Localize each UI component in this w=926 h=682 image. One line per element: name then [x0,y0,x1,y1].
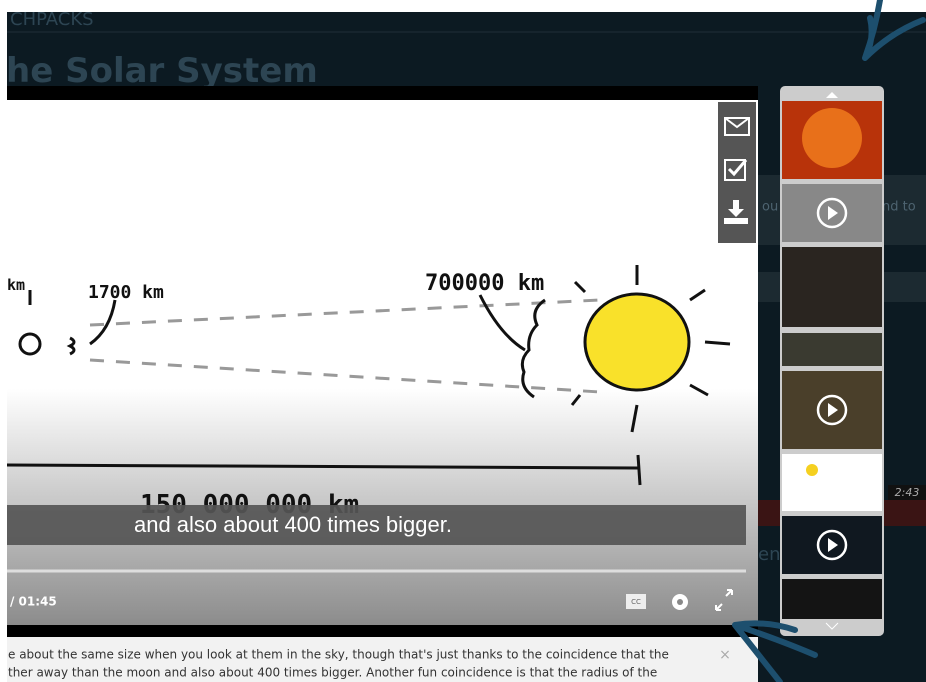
transcript-line: ther away than the moon and also about 4… [8,666,657,680]
cc-label: CC [631,598,641,606]
left-edge [0,12,7,682]
time: / 01:45 [10,595,57,609]
drawing-label: 700000 km [425,271,544,296]
thumb-art [802,108,862,168]
brand: CHPACKS [10,9,94,30]
bg-text: nd to [882,200,916,215]
page-heading: he Solar System [6,51,318,91]
top-edge [0,0,926,12]
page: CHPACKS he Solar System ou nd to ent 2:4… [0,0,926,682]
video-bottom-bar [7,625,758,637]
caption: and also about 400 times bigger. [134,512,452,537]
thumbnail[interactable] [782,579,882,619]
transcript-line: e about the same size when you look at t… [8,648,669,662]
thumbnail[interactable] [782,247,882,327]
thumbnail[interactable] [782,454,882,511]
settings-button[interactable] [672,594,688,610]
thumb-art [806,464,818,476]
drawing-label: 1700 km [88,282,164,303]
video-top-bar [7,86,758,100]
thumbnail[interactable] [782,333,882,366]
drawing-label: km [7,276,25,294]
duration: 2:43 [895,486,920,499]
bg-text: ou [762,200,778,215]
close-button[interactable]: × [719,647,731,663]
screen: CHPACKS he Solar System ou nd to ent 2:4… [0,0,926,682]
